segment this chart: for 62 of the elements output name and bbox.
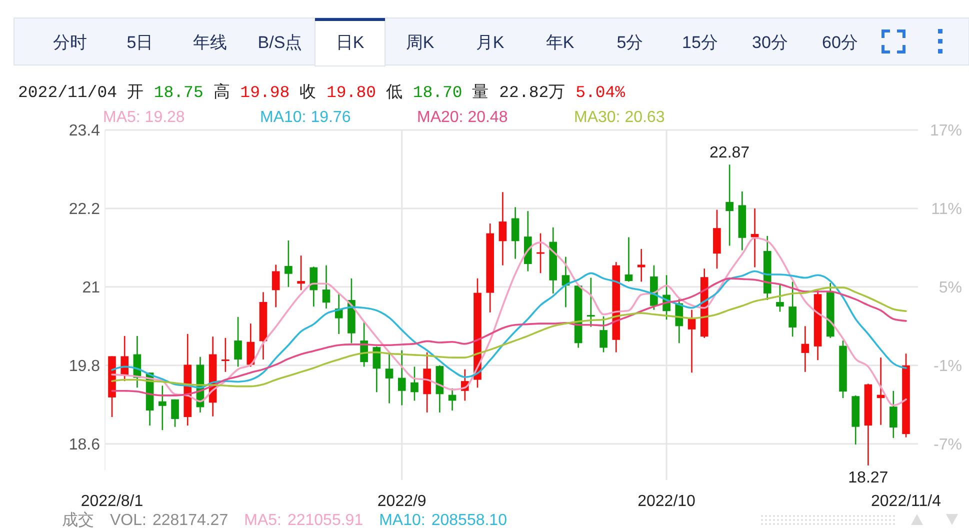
candlestick xyxy=(222,337,230,373)
text: 5日 xyxy=(126,33,154,52)
candlestick xyxy=(889,390,898,439)
candlestick xyxy=(511,206,520,260)
text: MA30: 20.63 xyxy=(574,109,665,126)
candlestick xyxy=(637,248,646,282)
candlestick xyxy=(624,236,633,282)
y-tick-label: 23.4 xyxy=(68,122,100,140)
text: 周K xyxy=(406,33,435,52)
candlestick xyxy=(801,326,810,373)
x-tick-label: 2022/8/1 xyxy=(80,493,144,510)
candlestick xyxy=(284,240,292,288)
annotation: 18.27 xyxy=(848,469,888,486)
candlestick xyxy=(410,366,418,402)
candlestick xyxy=(322,264,330,310)
candlestick xyxy=(726,164,734,246)
candlestick xyxy=(788,281,796,338)
text: 年线 xyxy=(193,33,227,52)
x-tick-label: 2022/10 xyxy=(638,493,696,510)
y-tick-label: 21 xyxy=(82,279,100,296)
text: 月K xyxy=(476,33,505,52)
candlestick xyxy=(448,388,456,412)
text: B/S点 xyxy=(258,33,302,52)
candlestick xyxy=(246,322,255,368)
candlestick xyxy=(688,309,696,374)
candlestick xyxy=(587,277,595,328)
text: MA5: 19.28 xyxy=(103,109,185,126)
y-tick-label: 22.2 xyxy=(68,200,100,218)
candlestick xyxy=(158,385,166,431)
text: 5分 xyxy=(616,33,644,52)
candlestick xyxy=(498,191,507,266)
candlestick xyxy=(272,264,280,308)
text: 分时 xyxy=(53,33,87,52)
text: MA10: 19.76 xyxy=(260,109,351,126)
candlestick xyxy=(536,232,544,274)
y2-tick-label: 11% xyxy=(931,200,962,218)
text: 60分 xyxy=(822,33,858,52)
text: 成交 VOL: 228174.27 MA5: 221055.91 MA10: 208558.10 xyxy=(62,511,508,529)
y2-tick-label: -7% xyxy=(934,436,962,454)
candlestick xyxy=(297,254,305,291)
y-tick-label: 19.8 xyxy=(68,358,100,375)
x-tick-label: 2022/11/4 xyxy=(871,493,942,510)
x-tick-label: 2022/9 xyxy=(377,493,426,510)
y2-tick-label: 5% xyxy=(938,279,962,296)
chart-title: 2022/11/04 开 18.75 高 19.98 收 19.80 低 18.70 量 22.82万 5.04% xyxy=(18,83,626,102)
annotation: 22.87 xyxy=(710,144,750,162)
candlestick xyxy=(385,352,394,404)
y2-tick-label: 17% xyxy=(930,122,962,140)
text: 30分 xyxy=(752,33,788,52)
candlestick xyxy=(310,266,318,308)
y-tick-label: 18.6 xyxy=(68,436,100,454)
text: 日K xyxy=(336,33,365,52)
y2-tick-label: -1% xyxy=(934,358,962,375)
candlestick xyxy=(171,398,179,428)
text: 15分 xyxy=(682,33,718,52)
candlestick xyxy=(398,350,406,406)
text: MA20: 20.48 xyxy=(417,109,508,126)
line-series xyxy=(111,286,907,388)
candlestick xyxy=(600,316,608,353)
candlestick xyxy=(776,283,784,312)
text: 年K xyxy=(546,33,575,52)
candlestick xyxy=(234,316,242,368)
